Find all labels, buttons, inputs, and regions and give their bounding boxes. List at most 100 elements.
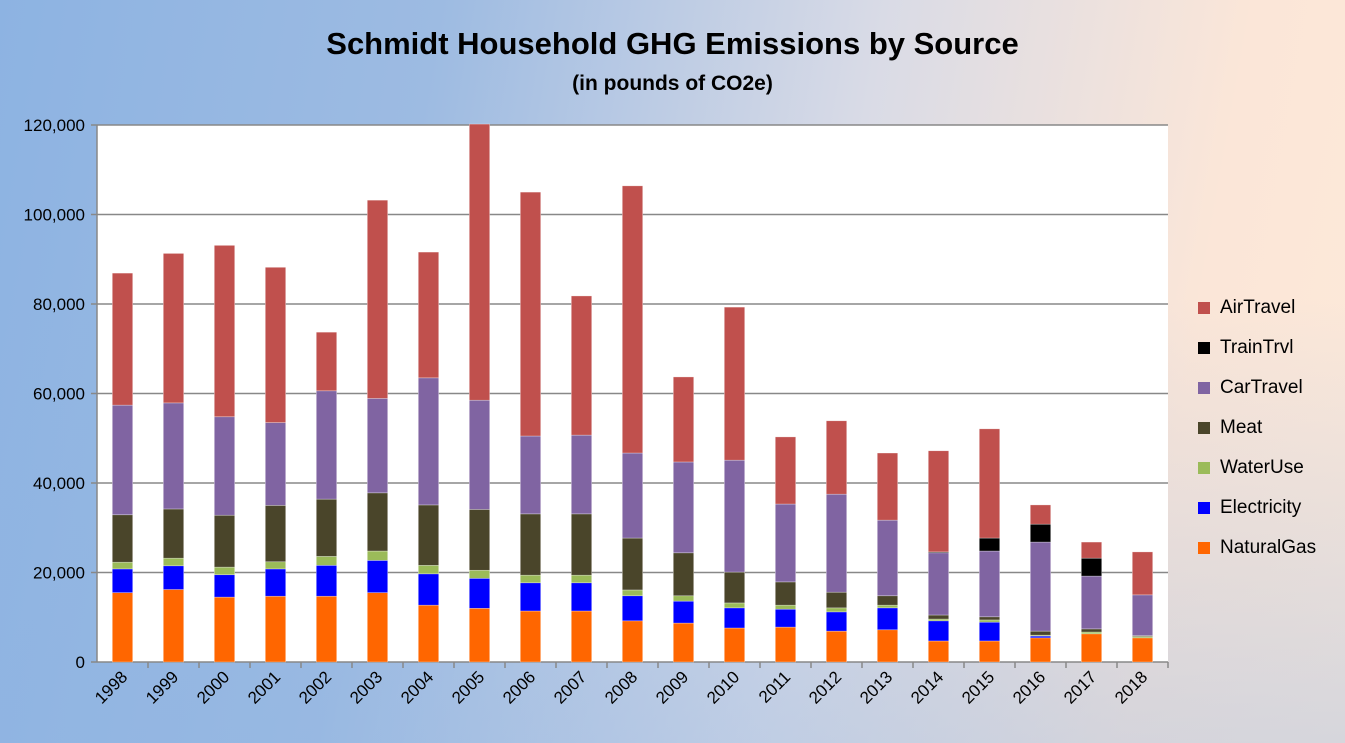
y-tick-label: 100,000 — [24, 206, 85, 225]
bar-segment-naturalgas-2014 — [927, 640, 949, 663]
bar-segment-naturalgas-2005 — [468, 607, 490, 663]
bar-segment-electricity-2001 — [264, 568, 286, 597]
bar-segment-traintrvl-2015 — [978, 537, 1000, 552]
bar-segment-cartravel-2007 — [570, 434, 592, 515]
bar-segment-cartravel-2006 — [519, 435, 541, 515]
x-tick-label: 2000 — [193, 667, 233, 707]
x-tick-label: 2014 — [907, 667, 947, 707]
x-tick-label: 2003 — [346, 667, 386, 707]
bar-segment-naturalgas-2009 — [672, 622, 694, 663]
bar-segment-airtravel-2004 — [417, 251, 439, 379]
bar-segment-airtravel-2014 — [927, 450, 949, 553]
bar-segment-airtravel-2006 — [519, 191, 541, 437]
bar-segment-naturalgas-2016 — [1030, 637, 1052, 663]
bar-segment-meat-2014 — [927, 614, 949, 620]
bar-segment-cartravel-2002 — [315, 390, 337, 500]
x-tick-label: 1998 — [91, 667, 131, 707]
legend-label: NaturalGas — [1220, 537, 1317, 558]
bar-segment-airtravel-2010 — [723, 306, 745, 461]
x-tick-label: 2009 — [652, 667, 692, 707]
legend-label: AirTravel — [1220, 297, 1296, 318]
bar-segment-cartravel-2001 — [264, 422, 286, 506]
bar-segment-wateruse-2009 — [672, 595, 694, 602]
x-tick-label: 2018 — [1111, 667, 1151, 707]
bar-segment-naturalgas-1998 — [112, 592, 134, 663]
bar-segment-airtravel-2007 — [570, 295, 592, 436]
bar-segment-cartravel-2009 — [672, 461, 694, 554]
bar-segment-wateruse-2003 — [366, 550, 388, 561]
legend: AirTravel TrainTrvl CarTravel Meat WaterUse E… — [1198, 288, 1316, 568]
bar-segment-cartravel-2015 — [978, 550, 1000, 618]
legend-label: WaterUse — [1220, 457, 1304, 478]
bar-segment-electricity-2009 — [672, 600, 694, 624]
bar-segment-meat-2013 — [876, 595, 898, 606]
bar-segment-airtravel-2003 — [366, 199, 388, 399]
bar-segment-cartravel-1999 — [163, 402, 185, 510]
bar-segment-meat-2002 — [315, 498, 337, 557]
bar-segment-wateruse-2002 — [315, 556, 337, 566]
legend-item-meat: Meat — [1198, 408, 1316, 448]
bar-segment-meat-2016 — [1030, 630, 1052, 636]
x-tick-label: 2007 — [550, 667, 590, 707]
bar-segment-airtravel-2018 — [1132, 551, 1154, 596]
bar-segment-airtravel-2001 — [264, 267, 286, 423]
bar-segment-airtravel-2015 — [978, 428, 1000, 539]
bar-segment-electricity-2010 — [723, 607, 745, 629]
x-tick-label: 2001 — [244, 667, 284, 707]
x-tick-label: 1999 — [142, 667, 182, 707]
bar-segment-cartravel-2005 — [468, 399, 490, 510]
legend-swatch — [1198, 502, 1210, 514]
x-tick-label: 2004 — [397, 667, 437, 707]
x-tick-label: 2011 — [755, 667, 794, 706]
bar-segment-naturalgas-2018 — [1132, 637, 1154, 663]
chart-subtitle: (in pounds of CO2e) — [572, 72, 773, 95]
bar-segment-airtravel-2013 — [876, 452, 898, 521]
bar-segment-wateruse-2012 — [825, 607, 847, 613]
bar-segment-electricity-2000 — [214, 574, 236, 598]
y-tick-label: 80,000 — [33, 295, 85, 314]
bar-segment-airtravel-2002 — [315, 331, 337, 392]
bar-segment-wateruse-2010 — [723, 602, 745, 609]
legend-swatch — [1198, 462, 1210, 474]
bar-segment-meat-2007 — [570, 513, 592, 576]
chart-title: Schmidt Household GHG Emissions by Sourc… — [326, 26, 1019, 61]
bar-segment-cartravel-2013 — [876, 519, 898, 597]
legend-label: Meat — [1220, 417, 1263, 438]
legend-swatch — [1198, 342, 1210, 354]
bar-segment-naturalgas-2001 — [264, 595, 286, 663]
bar-segment-traintrvl-2016 — [1030, 523, 1052, 543]
bar-segment-wateruse-2007 — [570, 574, 592, 584]
bar-segment-wateruse-1998 — [112, 561, 134, 570]
x-tick-label: 2006 — [499, 667, 539, 707]
bar-segment-meat-2010 — [723, 571, 745, 604]
bar-segment-naturalgas-2003 — [366, 592, 388, 663]
bar-segment-meat-2000 — [214, 514, 236, 568]
legend-label: TrainTrvl — [1220, 337, 1294, 358]
legend-item-airtravel: AirTravel — [1198, 288, 1316, 328]
bar-segment-wateruse-2008 — [621, 589, 643, 597]
legend-swatch — [1198, 302, 1210, 314]
bar-segment-cartravel-2003 — [366, 398, 388, 494]
bar-segment-meat-2001 — [264, 505, 286, 563]
y-tick-label: 40,000 — [33, 474, 85, 493]
bar-segment-naturalgas-2015 — [978, 640, 1000, 663]
bar-segment-airtravel-2016 — [1030, 504, 1052, 525]
bar-segment-naturalgas-2011 — [774, 626, 796, 663]
bar-segment-cartravel-2017 — [1081, 575, 1103, 630]
bar-segment-airtravel-2017 — [1081, 541, 1103, 559]
legend-item-electricity: Electricity — [1198, 488, 1316, 528]
bar-segment-electricity-2012 — [825, 611, 847, 632]
y-tick-label: 60,000 — [33, 385, 85, 404]
x-tick-label: 2017 — [1060, 667, 1100, 707]
bar-segment-electricity-2015 — [978, 621, 1000, 642]
bar-segment-wateruse-2001 — [264, 561, 286, 570]
bar-segment-electricity-1998 — [112, 568, 134, 593]
bar-segment-naturalgas-2006 — [519, 610, 541, 663]
bar-segment-electricity-2006 — [519, 582, 541, 612]
bar-segment-airtravel-2008 — [621, 185, 643, 454]
x-tick-label: 2016 — [1009, 667, 1049, 707]
x-tick-label: 2015 — [958, 667, 998, 707]
bar-segment-naturalgas-2004 — [417, 604, 439, 663]
bar-segment-naturalgas-2002 — [315, 595, 337, 663]
